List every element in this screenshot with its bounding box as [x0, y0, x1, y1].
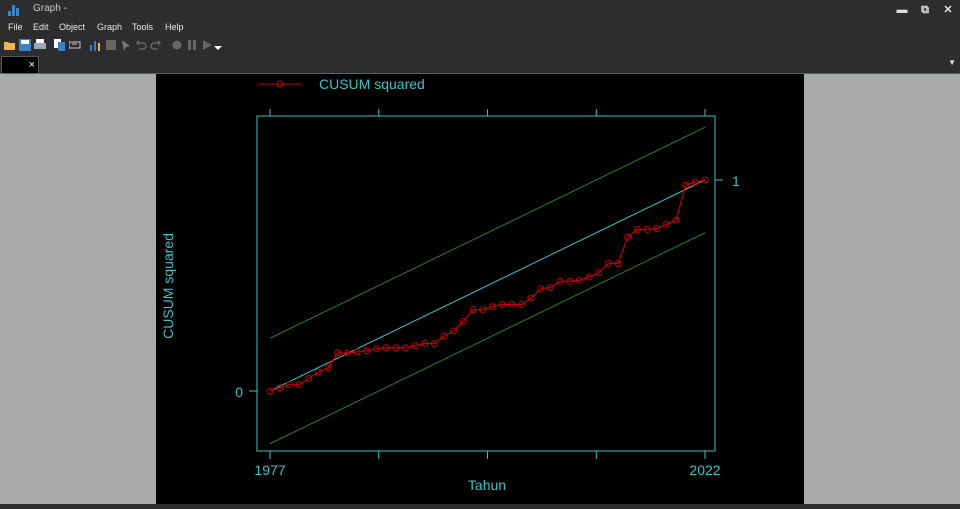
app-graph-icon [8, 4, 20, 16]
cusum-squared-point [411, 342, 419, 350]
cusum-squared-point [363, 347, 371, 355]
cusum-squared-point [537, 285, 545, 293]
cusum-squared-point [643, 226, 651, 234]
cusum-squared-point [546, 284, 554, 292]
cusum-squared-point [614, 259, 622, 267]
tab-list-dropdown-icon[interactable]: ▼ [948, 58, 956, 67]
cusum-squared-point [276, 384, 284, 392]
restore-button[interactable]: ⧉ [921, 4, 929, 16]
graph-editor-icon[interactable] [89, 39, 101, 51]
print-icon[interactable] [34, 39, 46, 51]
stop-icon[interactable] [105, 39, 117, 51]
play-dropdown-icon[interactable] [214, 43, 222, 51]
cusum-squared-point [682, 181, 690, 189]
close-button[interactable]: ✕ [943, 4, 953, 16]
cusum-squared-point [653, 225, 661, 233]
legend-marker [276, 80, 284, 88]
y-axis-title: CUSUM squared [160, 233, 176, 339]
cusum-squared-point [353, 348, 361, 356]
menu-object[interactable]: Object [59, 22, 86, 32]
tab-graph[interactable]: × [1, 56, 39, 73]
cusum-squared-point [633, 226, 641, 234]
window-title: Graph - [33, 3, 67, 14]
cusum-squared-point [343, 349, 351, 357]
open-folder-icon[interactable] [4, 39, 16, 51]
cusum-squared-point [334, 349, 342, 357]
cusum-squared-point [508, 300, 516, 308]
legend-label: CUSUM squared [319, 76, 425, 92]
upper-bound-line [269, 126, 706, 339]
menu-bar: File Edit Object Graph Tools Help [0, 20, 960, 36]
cusum-squared-point [392, 344, 400, 352]
cusum-squared-point [469, 306, 477, 314]
cusum-squared-point [459, 317, 467, 325]
cusum-squared-point [382, 344, 390, 352]
cusum-squared-point [624, 233, 632, 241]
cusum-reference-line [269, 179, 706, 392]
cusum-squared-point [295, 381, 303, 389]
y-tick-label-1: 1 [732, 173, 740, 189]
record-icon[interactable] [171, 39, 183, 51]
cusum-squared-point [517, 300, 525, 308]
cusum-squared-point [372, 345, 380, 353]
cusum-squared-point [450, 327, 458, 335]
cusum-squared-point [556, 277, 564, 285]
save-icon[interactable] [19, 39, 31, 51]
cusum-squared-point [266, 387, 274, 395]
toolbar [0, 36, 960, 56]
redo-icon[interactable] [150, 39, 162, 51]
copy-icon[interactable] [54, 39, 66, 51]
graph-area[interactable]: CUSUM squared 1977 2022 0 1 Tahun CUSUM … [156, 74, 804, 504]
cusum-squared-point [662, 220, 670, 228]
tab-strip: × ▼ [0, 56, 960, 73]
cusum-squared-point [421, 340, 429, 348]
title-bar: Graph - ▬ ⧉ ✕ [0, 0, 960, 20]
cusum-squared-point [479, 306, 487, 314]
undo-icon[interactable] [135, 39, 147, 51]
x-tick-label-2022: 2022 [689, 462, 720, 478]
cusum-squared-point [575, 276, 583, 284]
cusum-squared-point [401, 344, 409, 352]
y-tick-label-0: 0 [235, 384, 243, 400]
cusum-squared-point [305, 374, 313, 382]
cusum-squared-point [498, 300, 506, 308]
cusum-squared-line [269, 179, 706, 392]
plot-frame [256, 115, 716, 452]
menu-tools[interactable]: Tools [132, 22, 154, 32]
cusum-squared-point [440, 332, 448, 340]
cusum-squared-point [488, 303, 496, 311]
cusum-squared-point [595, 269, 603, 277]
rename-icon[interactable] [69, 39, 81, 51]
cusum-squared-point [604, 259, 612, 267]
minimize-button[interactable]: ▬ [896, 4, 908, 16]
cusum-squared-point [527, 294, 535, 302]
cusum-squared-point [324, 364, 332, 372]
x-tick-label-1977: 1977 [254, 462, 285, 478]
play-icon[interactable] [201, 39, 213, 51]
cusum-squared-point [691, 178, 699, 186]
cusum-chart: CUSUM squared 1977 2022 0 1 Tahun CUSUM … [160, 76, 740, 493]
menu-file[interactable]: File [8, 22, 23, 32]
cusum-squared-point [285, 381, 293, 389]
pointer-icon[interactable] [120, 39, 132, 51]
pause-icon[interactable] [186, 39, 198, 51]
menu-graph[interactable]: Graph [97, 22, 123, 32]
tab-accent-line [0, 73, 960, 74]
cusum-squared-point [314, 368, 322, 376]
x-axis-title: Tahun [468, 477, 506, 493]
cusum-squared-point [430, 340, 438, 348]
cusum-squared-point [566, 277, 574, 285]
cusum-squared-point [585, 273, 593, 281]
cusum-squared-point [701, 176, 709, 184]
lower-bound-line [269, 232, 706, 445]
menu-edit[interactable]: Edit [33, 22, 49, 32]
cusum-squared-point [672, 216, 680, 224]
tab-close-icon[interactable]: × [28, 59, 35, 71]
menu-help[interactable]: Help [165, 22, 184, 32]
